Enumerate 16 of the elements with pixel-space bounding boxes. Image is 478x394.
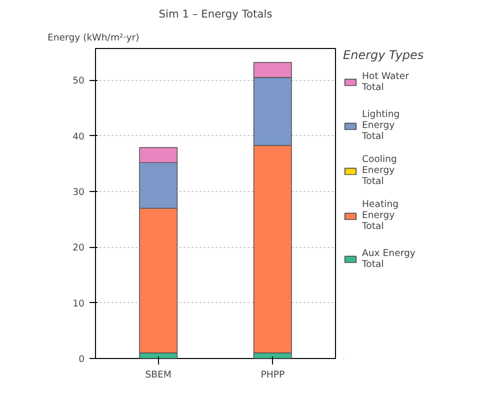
y-tick-label: 30 <box>72 187 85 198</box>
y-tick-label: 50 <box>72 76 85 87</box>
legend-label: Lighting Energy Total <box>362 109 401 142</box>
x-tick-label: SBEM <box>145 370 172 380</box>
legend-label: Heating Energy Total <box>362 199 400 232</box>
y-tick-label: 0 <box>78 354 85 365</box>
legend-label: Hot Water Total <box>362 70 410 95</box>
legend-title: Energy Types <box>343 48 424 62</box>
chart-title: Sim 1 – Energy Totals <box>158 8 273 20</box>
legend-label: Cooling Energy Total <box>362 154 398 187</box>
y-axis-title: Energy (kWh/m²·yr) <box>48 32 140 44</box>
x-tick-label: PHPP <box>260 370 285 380</box>
y-tick-label: 20 <box>72 242 85 254</box>
y-tick-label: 10 <box>72 298 85 310</box>
legend-label: Aux Energy Total <box>362 247 416 272</box>
y-tick-label: 40 <box>72 131 85 142</box>
